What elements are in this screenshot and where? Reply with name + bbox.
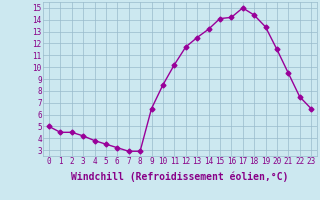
X-axis label: Windchill (Refroidissement éolien,°C): Windchill (Refroidissement éolien,°C) [71, 172, 289, 182]
